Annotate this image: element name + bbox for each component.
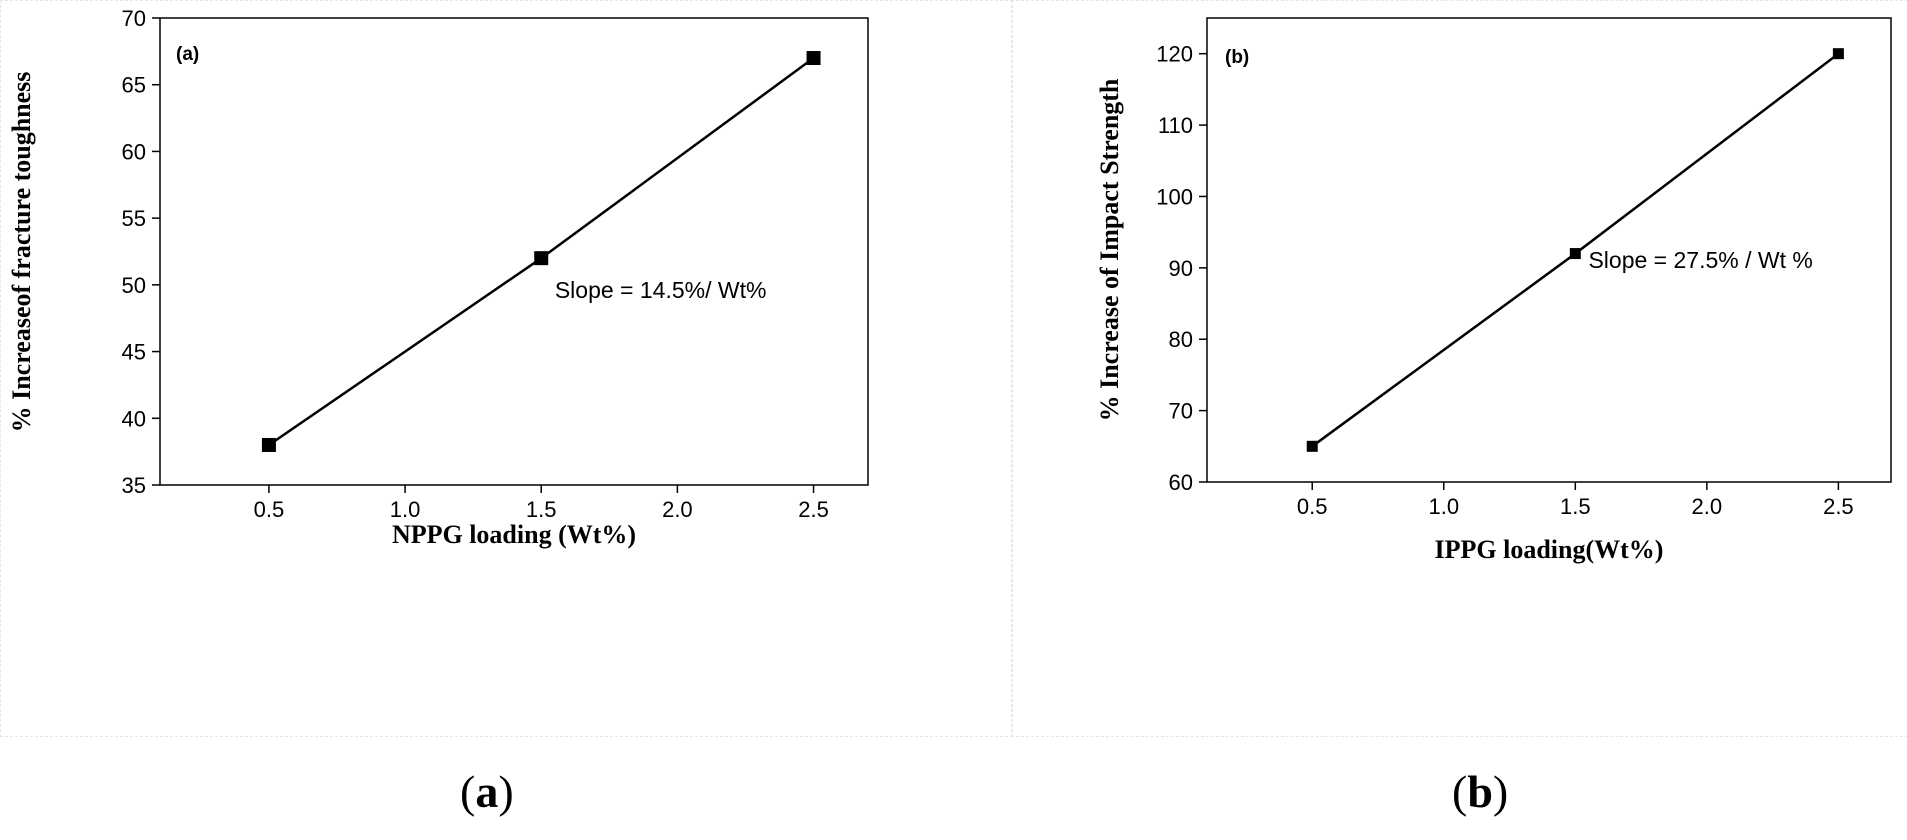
caption-b: (b): [1452, 766, 1509, 817]
data-point-a-1: [534, 251, 549, 266]
y-tick-label-a-1: 40: [122, 406, 146, 431]
x-tick-label-b-4: 2.5: [1823, 494, 1854, 519]
chart-b: 60 70 80 90 100 110 120 0.5 1.0 1.5 2.0 2.5 (b) Slope…: [1095, 17, 1892, 564]
panel-tag-b: (b): [1225, 47, 1249, 68]
slope-annotation-b: Slope = 27.5% / Wt %: [1588, 247, 1812, 273]
y-tick-label-a-2: 45: [122, 340, 146, 365]
panel-a-frame: [0, 0, 1013, 737]
caption-a-letter: a: [475, 766, 499, 817]
caption-a: (a): [460, 766, 514, 817]
y-tick-label-a-7: 70: [122, 6, 146, 31]
y-tick-label-a-0: 35: [122, 473, 146, 498]
x-tick-label-a-1: 1.0: [390, 497, 421, 522]
plot-frame-a: [159, 17, 869, 486]
y-tick-label-a-5: 60: [122, 139, 146, 164]
y-tick-label-b-1: 70: [1169, 399, 1193, 424]
x-tick-label-a-2: 1.5: [526, 497, 557, 522]
y-tick-label-b-2: 80: [1169, 327, 1193, 352]
x-tick-label-a-4: 2.5: [798, 497, 829, 522]
y-tick-label-a-6: 65: [122, 73, 146, 98]
data-point-b-1: [1569, 248, 1581, 260]
plot-frame-b: [1206, 17, 1892, 483]
y-tick-label-b-5: 110: [1158, 113, 1193, 138]
y-tick-label-a-4: 55: [122, 206, 146, 231]
y-tick-label-b-0: 60: [1169, 470, 1193, 495]
x-axis-title-a: NPPG loading (Wt%): [392, 520, 636, 549]
x-axis-title-b: IPPG loading(Wt%): [1435, 535, 1664, 564]
data-point-b-2: [1832, 48, 1844, 60]
x-tick-label-a-3: 2.0: [662, 497, 693, 522]
x-tick-label-b-1: 1.0: [1428, 494, 1459, 519]
slope-annotation-a: Slope = 14.5%/ Wt%: [555, 277, 767, 303]
x-tick-label-b-2: 1.5: [1560, 494, 1591, 519]
y-tick-label-b-3: 90: [1169, 256, 1193, 281]
y-axis-title-a: % Increaseof fracture toughness: [7, 72, 36, 433]
data-point-a-2: [806, 51, 821, 66]
y-tick-label-b-6: 120: [1156, 42, 1193, 67]
y-axis-title-b: % Increase of Impact Strength: [1095, 78, 1124, 421]
chart-a: 35 40 45 50 55 60 65 70 0.5 1.0 1.5 2.0 2.5 (a) Slope …: [7, 6, 869, 549]
panel-tag-a: (a): [176, 44, 199, 65]
caption-b-letter: b: [1467, 766, 1493, 817]
x-tick-label-b-0: 0.5: [1297, 494, 1328, 519]
x-tick-label-b-3: 2.0: [1692, 494, 1723, 519]
y-tick-label-b-4: 100: [1156, 184, 1193, 209]
panel-b-frame: [1011, 0, 1907, 737]
data-point-a-0: [261, 437, 276, 452]
y-tick-label-a-3: 50: [122, 273, 146, 298]
x-tick-label-a-0: 0.5: [254, 497, 285, 522]
data-point-b-0: [1306, 440, 1318, 452]
